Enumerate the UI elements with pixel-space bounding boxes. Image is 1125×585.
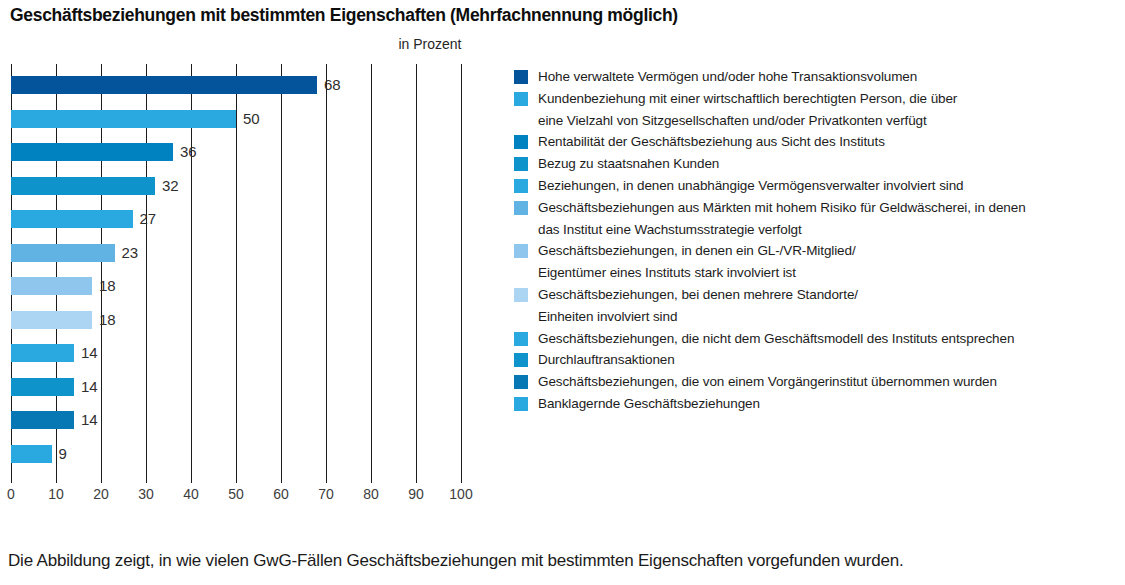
legend-item-label: Geschäftsbeziehungen, bei denen mehrere … [538, 284, 858, 328]
legend-item-label: Bezug zu staatsnahen Kunden [538, 153, 719, 175]
legend-item: Geschäftsbeziehungen, in denen ein GL-/V… [514, 240, 1120, 284]
legend-swatch [514, 375, 528, 389]
legend-swatch [514, 244, 528, 258]
axis-unit-note: in Prozent [360, 36, 500, 52]
bar-value-label: 23 [122, 243, 139, 263]
x-tick-label: 0 [7, 486, 15, 502]
bar-value-label: 9 [59, 444, 67, 464]
legend-swatch [514, 332, 528, 346]
bar-value-label: 14 [81, 410, 98, 430]
x-tick-label: 50 [228, 486, 244, 502]
legend-swatch [514, 135, 528, 149]
legend-item: Bezug zu staatsnahen Kunden [514, 153, 1120, 175]
gridline [371, 64, 372, 483]
bar-value-label: 14 [81, 377, 98, 397]
legend-swatch [514, 201, 528, 215]
bar-value-label: 32 [162, 176, 179, 196]
legend: Hohe verwaltete Vermögen und/oder hohe T… [514, 66, 1120, 415]
figure-caption: Die Abbildung zeigt, in wie vielen GwG-F… [8, 551, 1122, 571]
legend-item-label: Geschäftsbeziehungen, in denen ein GL-/V… [538, 240, 856, 284]
bar-value-label: 18 [99, 276, 116, 296]
bar-value-label: 36 [180, 142, 197, 162]
legend-item: Durchlauftransaktionen [514, 349, 1120, 371]
bar-value-label: 68 [324, 75, 341, 95]
gridline [416, 64, 417, 483]
bar [11, 311, 92, 329]
x-tick-label: 30 [138, 486, 154, 502]
chart-title: Geschäftsbeziehungen mit bestimmten Eige… [10, 5, 678, 26]
legend-item: Geschäftsbeziehungen, die nicht dem Gesc… [514, 328, 1120, 350]
x-tick-label: 70 [318, 486, 334, 502]
bar [11, 110, 236, 128]
x-tick-label: 20 [93, 486, 109, 502]
gridline [281, 64, 282, 483]
legend-swatch [514, 179, 528, 193]
legend-item-label: Banklagernde Geschäftsbeziehungen [538, 393, 760, 415]
legend-item-label: Beziehungen, in denen unabhängige Vermög… [538, 175, 964, 197]
x-tick-label: 80 [363, 486, 379, 502]
gridline [461, 64, 462, 483]
bar [11, 177, 155, 195]
bar-value-label: 14 [81, 343, 98, 363]
bar [11, 76, 317, 94]
legend-swatch [514, 353, 528, 367]
bar [11, 143, 173, 161]
legend-item-label: Durchlauftransaktionen [538, 349, 675, 371]
legend-item: Rentabilität der Geschäftsbeziehung aus … [514, 131, 1120, 153]
x-axis: 0 10 20 30 40 50 60 70 80 90 100 [0, 486, 500, 506]
bar-value-label: 50 [243, 109, 260, 129]
legend-item: Hohe verwaltete Vermögen und/oder hohe T… [514, 66, 1120, 88]
x-tick-label: 40 [183, 486, 199, 502]
legend-item: Kundenbeziehung mit einer wirtschaftlich… [514, 88, 1120, 132]
legend-swatch [514, 397, 528, 411]
legend-item: Banklagernde Geschäftsbeziehungen [514, 393, 1120, 415]
legend-item: Geschäftsbeziehungen, bei denen mehrere … [514, 284, 1120, 328]
legend-item-label: Geschäftsbeziehungen, die nicht dem Gesc… [538, 328, 1014, 350]
legend-item-label: Kundenbeziehung mit einer wirtschaftlich… [538, 88, 957, 132]
bar [11, 445, 52, 463]
legend-swatch [514, 70, 528, 84]
legend-swatch [514, 157, 528, 171]
legend-item: Geschäftsbeziehungen, die von einem Vorg… [514, 371, 1120, 393]
gridline [326, 64, 327, 483]
bar [11, 344, 74, 362]
x-tick-label: 60 [273, 486, 289, 502]
bar [11, 210, 133, 228]
plot-area: 68503632272318181414149 [11, 63, 462, 484]
legend-item-label: Rentabilität der Geschäftsbeziehung aus … [538, 131, 885, 153]
legend-item: Beziehungen, in denen unabhängige Vermög… [514, 175, 1120, 197]
legend-item: Geschäftsbeziehungen aus Märkten mit hoh… [514, 197, 1120, 241]
bar [11, 244, 115, 262]
x-tick-label: 100 [449, 486, 472, 502]
bar [11, 277, 92, 295]
bar-value-label: 18 [99, 310, 116, 330]
bar [11, 411, 74, 429]
legend-item-label: Geschäftsbeziehungen, die von einem Vorg… [538, 371, 997, 393]
legend-item-label: Geschäftsbeziehungen aus Märkten mit hoh… [538, 197, 1026, 241]
x-tick-label: 90 [408, 486, 424, 502]
legend-swatch [514, 92, 528, 106]
legend-item-label: Hohe verwaltete Vermögen und/oder hohe T… [538, 66, 917, 88]
bar-value-label: 27 [140, 209, 157, 229]
bar [11, 378, 74, 396]
x-tick-label: 10 [48, 486, 64, 502]
legend-swatch [514, 288, 528, 302]
